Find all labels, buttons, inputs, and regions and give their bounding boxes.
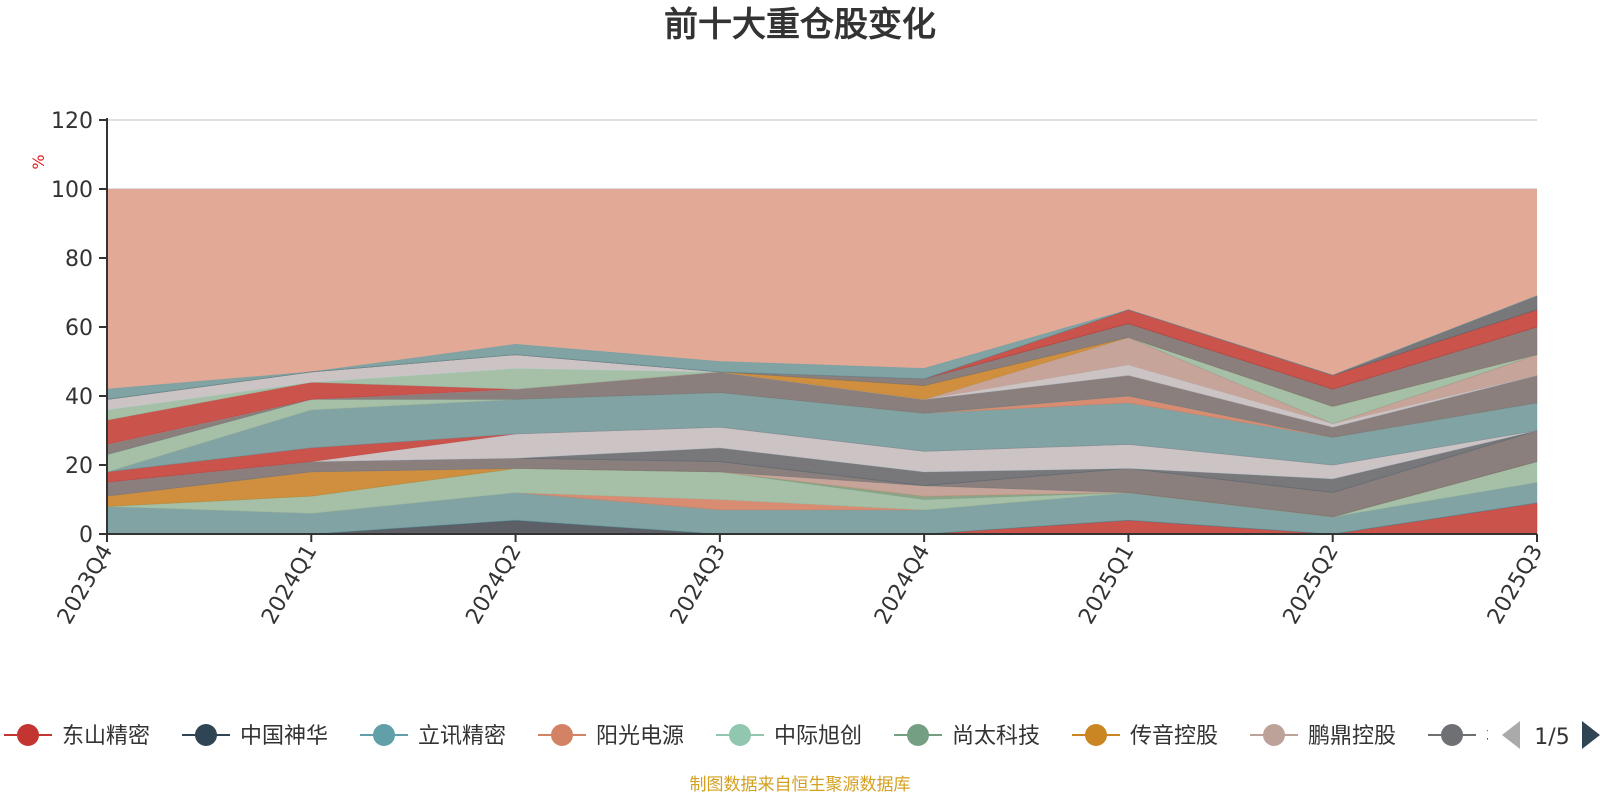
series-area-25 [106, 295, 1538, 400]
x-tick-label: 2024Q4 [870, 541, 935, 629]
legend-next-page-icon[interactable] [1582, 721, 1600, 749]
legend-marker-icon [729, 724, 751, 746]
x-tick-label: 2025Q1 [1074, 541, 1139, 629]
legend-item[interactable]: 中国神华 [182, 724, 328, 749]
legend-label: 东山精密 [62, 724, 150, 749]
legend-marker-icon [195, 724, 217, 746]
y-tick-label: 0 [79, 523, 93, 548]
legend-marker-icon [907, 724, 929, 746]
legend-item[interactable]: 华工科技 [1428, 724, 1574, 749]
legend-prev-page-icon[interactable] [1502, 721, 1520, 749]
y-tick-label: 60 [65, 316, 93, 341]
legend-pager: 1/5 [1502, 721, 1600, 750]
x-tick-label: 2024Q2 [461, 541, 526, 629]
y-tick-label: 40 [65, 385, 93, 410]
y-tick-label: 20 [65, 454, 93, 479]
y-axis-ticks: 0 20 40 60 80 100 120 [51, 109, 107, 548]
y-axis-unit-label: % [29, 154, 48, 169]
legend-marker-icon [1263, 724, 1285, 746]
legend-page-indicator: 1/5 [1534, 725, 1569, 750]
legend-item[interactable]: 立讯精密 [360, 724, 506, 749]
x-tick-label: 2025Q3 [1483, 541, 1548, 629]
legend-label: 华工科技 [1486, 724, 1574, 749]
legend-marker-icon [1085, 724, 1107, 746]
legend-item[interactable]: 东山精密 [4, 724, 150, 749]
legend-label: 中际旭创 [774, 724, 862, 749]
legend-label: 鹏鼎控股 [1308, 724, 1396, 749]
x-tick-label: 2024Q1 [257, 541, 322, 629]
legend-marker-icon [17, 724, 39, 746]
legend: 东山精密 中国神华 立讯精密 阳光电源 中际旭创 尚太科技 传音控股 鹏鼎控股 华工科技 [4, 724, 1574, 749]
y-tick-label: 100 [51, 178, 93, 203]
legend-label: 尚太科技 [952, 724, 1040, 749]
series-areas [106, 295, 1538, 535]
chart-title: 前十大重仓股变化 [664, 5, 936, 45]
legend-item[interactable]: 中际旭创 [716, 724, 862, 749]
x-axis-ticks: 2023Q4 2024Q1 2024Q2 2024Q3 2024Q4 2025Q1 2025… [53, 534, 1548, 629]
legend-item[interactable]: 尚太科技 [894, 724, 1040, 749]
legend-item[interactable]: 阳光电源 [538, 724, 684, 749]
x-tick-label: 2025Q2 [1279, 541, 1344, 629]
x-tick-label: 2023Q4 [53, 541, 118, 629]
legend-item[interactable]: 传音控股 [1072, 724, 1218, 749]
y-tick-label: 80 [65, 247, 93, 272]
x-tick-label: 2024Q3 [666, 541, 731, 629]
legend-label: 立讯精密 [418, 724, 506, 749]
legend-label: 中国神华 [240, 724, 328, 749]
legend-marker-icon [1441, 724, 1463, 746]
legend-item[interactable]: 鹏鼎控股 [1250, 724, 1396, 749]
legend-marker-icon [373, 724, 395, 746]
legend-marker-icon [551, 724, 573, 746]
legend-label: 阳光电源 [596, 724, 684, 749]
data-source-note: 制图数据来自恒生聚源数据库 [690, 775, 911, 795]
y-tick-label: 120 [51, 109, 93, 134]
legend-label: 传音控股 [1130, 724, 1218, 749]
